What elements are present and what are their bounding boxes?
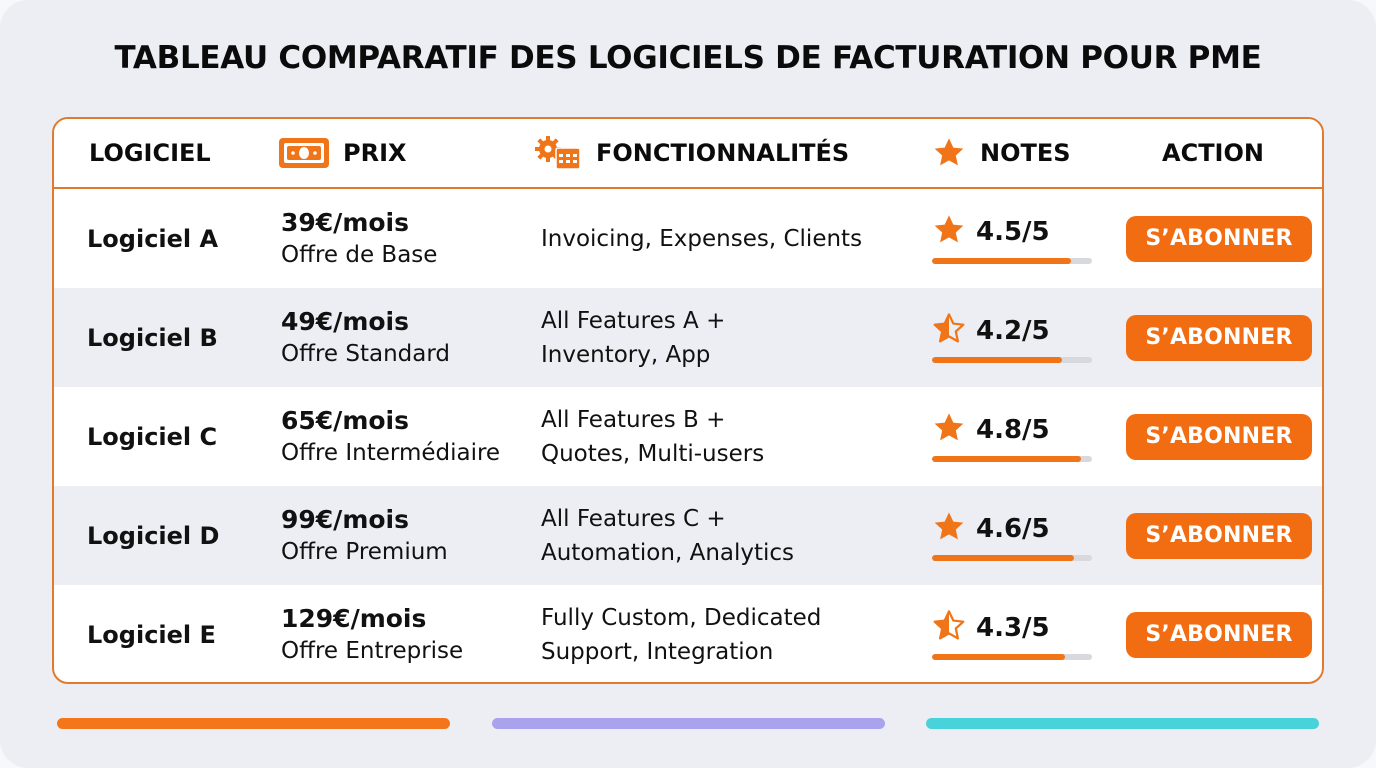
features-cell: All Features A + Inventory, App [541, 288, 725, 387]
software-name: Logiciel B [87, 323, 218, 352]
software-name: Logiciel D [87, 521, 220, 550]
rating-value: 4.6/5 [976, 513, 1050, 544]
price-cell: 65€/mois Offre Intermédiaire [281, 387, 500, 486]
gear-calendar-icon [534, 136, 582, 170]
action-cell: S’ABONNER [1126, 189, 1312, 288]
rating-cell: 4.8/5 [932, 387, 1094, 486]
rating-cell: 4.5/5 [932, 189, 1094, 288]
rating-bar-fill [932, 554, 1075, 561]
action-cell: S’ABONNER [1126, 486, 1312, 585]
plan-name: Offre Premium [281, 538, 448, 565]
rating-bar [932, 653, 1092, 660]
table-row: Logiciel D 99€/mois Offre Premium All Fe… [54, 486, 1322, 585]
column-header-action: ACTION [1162, 119, 1264, 187]
column-header-ratings-label: NOTES [980, 139, 1071, 167]
rating-bar-fill [932, 356, 1062, 363]
rating-value: 4.3/5 [976, 612, 1050, 643]
subscribe-button[interactable]: S’ABONNER [1126, 413, 1312, 460]
table-row: Logiciel E 129€/mois Offre Entreprise Fu… [54, 585, 1322, 682]
decorative-bar-orange [57, 718, 450, 729]
rating-bar-fill [932, 257, 1072, 264]
rating-value: 4.2/5 [976, 315, 1050, 346]
price-cell: 99€/mois Offre Premium [281, 486, 448, 585]
star-icon [932, 137, 966, 169]
price-amount: 49€/mois [281, 306, 409, 336]
features-line-2: Inventory, App [541, 341, 711, 368]
price-cell: 39€/mois Offre de Base [281, 189, 437, 288]
half-star-icon [932, 609, 966, 646]
table-row: Logiciel A 39€/mois Offre de Base Invoic… [54, 189, 1322, 288]
action-cell: S’ABONNER [1126, 288, 1312, 387]
price-cell: 129€/mois Offre Entreprise [281, 585, 464, 682]
column-header-software: LOGICIEL [89, 119, 211, 187]
decorative-bar-cyan [926, 718, 1319, 729]
rating-bar-fill [932, 653, 1065, 660]
rating-bar [932, 455, 1092, 462]
features-line-1: All Features C + [541, 505, 726, 532]
rating-cell: 4.2/5 [932, 288, 1094, 387]
comparison-table: LOGICIEL PRIX FONCTIONNALITÉS NOTES [52, 117, 1324, 684]
software-name: Logiciel C [87, 422, 218, 451]
column-header-ratings: NOTES [932, 119, 1071, 187]
money-bill-icon [279, 138, 329, 168]
rating-cell: 4.6/5 [932, 486, 1094, 585]
plan-name: Offre Intermédiaire [281, 439, 501, 466]
decorative-bar-purple [492, 718, 885, 729]
subscribe-button[interactable]: S’ABONNER [1126, 611, 1312, 658]
action-cell: S’ABONNER [1126, 387, 1312, 486]
software-name: Logiciel A [87, 224, 219, 253]
features-line-1: Invoicing, Expenses, Clients [541, 225, 863, 252]
features-line-2: Quotes, Multi-users [541, 440, 765, 467]
table-header: LOGICIEL PRIX FONCTIONNALITÉS NOTES [54, 119, 1322, 189]
plan-name: Offre de Base [281, 241, 438, 268]
features-line-1: Fully Custom, Dedicated [541, 604, 822, 631]
column-header-price: PRIX [279, 119, 407, 187]
features-line-2: Automation, Analytics [541, 539, 795, 566]
star-icon [932, 214, 966, 250]
price-amount: 65€/mois [281, 405, 409, 435]
page-title: TABLEAU COMPARATIF DES LOGICIELS DE FACT… [114, 40, 1262, 76]
action-cell: S’ABONNER [1126, 585, 1312, 682]
column-header-features-label: FONCTIONNALITÉS [596, 139, 850, 167]
subscribe-button[interactable]: S’ABONNER [1126, 215, 1312, 262]
software-name: Logiciel E [87, 620, 216, 649]
rating-value: 4.8/5 [976, 414, 1050, 445]
features-line-2: Support, Integration [541, 638, 774, 665]
rating-bar [932, 257, 1092, 264]
features-line-1: All Features A + [541, 307, 726, 334]
half-star-icon [932, 312, 966, 349]
subscribe-button[interactable]: S’ABONNER [1126, 512, 1312, 559]
rating-value: 4.5/5 [976, 216, 1050, 247]
features-cell: Fully Custom, Dedicated Support, Integra… [541, 585, 822, 682]
price-amount: 39€/mois [281, 207, 409, 237]
features-cell: All Features C + Automation, Analytics [541, 486, 794, 585]
rating-cell: 4.3/5 [932, 585, 1094, 682]
column-header-action-label: ACTION [1162, 139, 1264, 167]
column-header-price-label: PRIX [343, 139, 407, 167]
column-header-software-label: LOGICIEL [89, 139, 211, 167]
features-line-1: All Features B + [541, 406, 726, 433]
table-row: Logiciel B 49€/mois Offre Standard All F… [54, 288, 1322, 387]
plan-name: Offre Standard [281, 340, 450, 367]
subscribe-button[interactable]: S’ABONNER [1126, 314, 1312, 361]
plan-name: Offre Entreprise [281, 637, 464, 664]
star-icon [932, 511, 966, 547]
price-amount: 99€/mois [281, 504, 409, 534]
table-row: Logiciel C 65€/mois Offre Intermédiaire … [54, 387, 1322, 486]
rating-bar [932, 356, 1092, 363]
price-amount: 129€/mois [281, 603, 427, 633]
column-header-features: FONCTIONNALITÉS [534, 119, 849, 187]
rating-bar-fill [932, 455, 1081, 462]
rating-bar [932, 554, 1092, 561]
features-cell: All Features B + Quotes, Multi-users [541, 387, 764, 486]
star-icon [932, 412, 966, 448]
features-cell: Invoicing, Expenses, Clients [541, 189, 862, 288]
price-cell: 49€/mois Offre Standard [281, 288, 450, 387]
